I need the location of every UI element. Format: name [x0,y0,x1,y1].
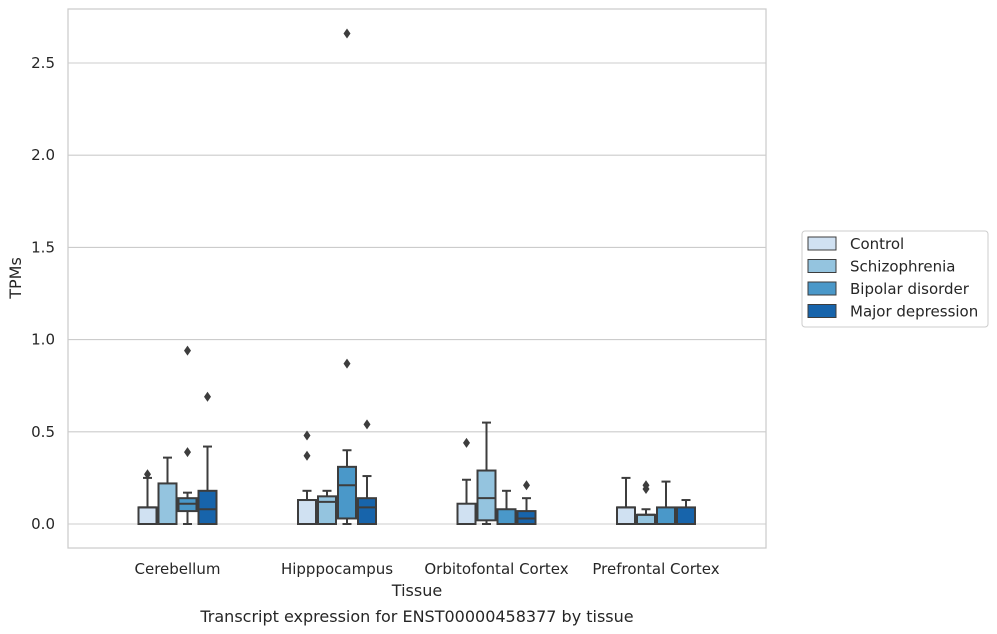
y-tick-label: 0.5 [31,423,55,441]
y-tick-label: 2.5 [31,54,55,72]
box-schizophrenia [317,489,337,525]
outlier-point [343,358,351,369]
box-control [456,437,477,526]
outlier-point [184,345,191,356]
box-major-depression [676,499,696,525]
box-iqr [636,513,656,526]
box-iqr [476,469,497,522]
box-schizophrenia [476,421,497,525]
box-iqr [496,508,517,525]
y-axis-label: TPMs [6,257,25,300]
x-tick-labels: Cerebellum Hipppocampus Orbitofontal Corte… [135,560,720,578]
box-bipolar-disorder [337,28,357,525]
y-tick-label: 2.0 [31,146,55,164]
x-tick-label: Prefrontal Cortex [592,560,719,578]
outlier-point [144,469,151,480]
box-iqr [656,506,676,525]
box-iqr [616,506,636,525]
box-iqr [297,499,317,526]
legend-label: Major depression [850,303,978,321]
outlier-point [184,447,191,458]
outlier-point [204,391,211,402]
box-iqr [317,495,337,525]
box-iqr [137,506,158,525]
outlier-point [303,430,311,441]
box-iqr [197,489,218,526]
outlier-point [343,28,351,39]
x-axis-label: Tissue [391,581,442,600]
box-control [137,469,158,525]
box-major-depression [197,391,218,526]
box-iqr [337,465,357,520]
x-tick-label: Cerebellum [135,560,221,578]
legend-frame [801,230,989,328]
y-tick-label: 1.5 [31,238,55,256]
box-bipolar-disorder [656,480,676,525]
outlier-point [463,437,470,448]
box-series [137,28,696,526]
chart-caption: Transcript expression for ENST0000045837… [199,607,633,626]
legend-label: Bipolar disorder [850,280,970,298]
box-iqr [157,482,178,526]
legend-label: Control [850,235,904,253]
legend: Control Schizophrenia Bipolar disorder Majo… [801,230,989,328]
legend-swatch [807,236,837,251]
box-major-depression [516,480,537,526]
box-bipolar-disorder [177,345,198,525]
outlier-point [303,450,311,461]
box-iqr [357,497,377,525]
box-control [297,430,317,526]
outlier-point [642,480,650,491]
legend-swatch [807,259,837,273]
box-iqr [676,506,696,525]
x-tick-label: Orbitofontal Cortex [424,560,568,578]
box-major-depression [357,419,377,525]
box-schizophrenia [636,480,656,526]
outlier-point [363,419,371,430]
outlier-point [523,480,530,491]
box-bipolar-disorder [496,489,517,525]
y-tick-label: 0.0 [31,515,55,533]
x-tick-label: Hipppocampus [281,560,393,578]
y-gridlines [68,62,766,525]
plot-area-frame [67,8,767,549]
y-tick-label: 1.0 [31,331,55,349]
box-control [616,476,636,525]
box-schizophrenia [157,456,178,526]
legend-label: Schizophrenia [850,258,955,276]
box-iqr [456,502,477,526]
legend-swatch [807,304,837,318]
y-tick-labels: 0.0 0.5 1.0 1.5 2.0 2.5 [31,54,55,533]
legend-swatch [807,281,837,296]
